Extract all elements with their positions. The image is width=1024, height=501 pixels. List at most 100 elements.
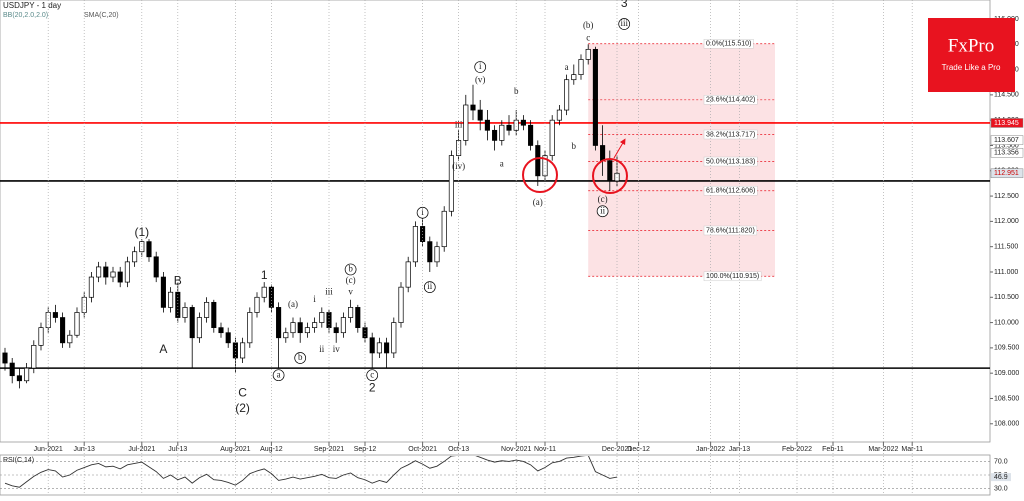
candle-body	[103, 266, 109, 278]
indicator-label: SMA(C,20)	[84, 12, 119, 19]
candle-body	[96, 266, 102, 278]
candle-body	[160, 276, 166, 308]
x-tick-label: Jun-13	[73, 446, 95, 453]
wave-label: (a)	[288, 299, 298, 309]
candle-body	[240, 342, 246, 359]
x-tick-label: Feb-11	[822, 446, 844, 453]
annotation-circle	[423, 281, 436, 294]
candle-body	[513, 119, 519, 131]
candle-body	[427, 241, 433, 263]
annotation-circle	[344, 263, 357, 276]
rsi-marker	[991, 473, 1011, 482]
x-tick-label: Nov-11	[534, 446, 556, 453]
annotation-circle	[416, 206, 429, 219]
candle-body	[31, 345, 37, 369]
candle-body	[182, 307, 188, 318]
candle-body	[578, 59, 584, 75]
wave-label: (a)	[533, 197, 543, 207]
wave-label: (2)	[235, 401, 250, 415]
y-tick-label: 110.500	[994, 294, 1019, 301]
fib-label: 100.0%(110.915)	[706, 273, 759, 280]
x-tick-label: Dec-2021	[602, 446, 632, 453]
candle-body	[477, 109, 483, 121]
wave-label: i	[479, 61, 482, 71]
x-tick-label: Jan-13	[729, 446, 751, 453]
x-tick-label: Aug-12	[260, 446, 283, 453]
annotation-circle	[294, 352, 307, 364]
candle-body	[520, 119, 526, 126]
candle-body	[376, 342, 382, 354]
candle-body	[564, 79, 570, 111]
wave-label: B	[174, 273, 182, 287]
candle-body	[9, 362, 15, 377]
wave-label: b	[572, 141, 577, 151]
y-tick-label: 109.000	[994, 370, 1019, 377]
candle-body	[254, 296, 260, 313]
price-marker	[990, 135, 1024, 145]
candle-body	[463, 104, 469, 141]
x-tick-label: Mar-11	[901, 446, 923, 453]
wave-label: ii	[319, 344, 325, 354]
wave-label: (v)	[475, 74, 486, 84]
rsi-title: RSI(C,14)	[3, 457, 34, 464]
rsi-tick-label: 70.0	[994, 458, 1008, 465]
wave-label: C	[238, 386, 247, 400]
candle-body	[16, 375, 22, 382]
candle-body	[484, 119, 490, 131]
fib-label-bg	[703, 95, 758, 105]
fib-label-bg	[703, 271, 762, 282]
x-tick-label: Jul-13	[168, 446, 187, 453]
candle-body	[146, 241, 152, 258]
y-tick-label: 109.500	[994, 345, 1019, 352]
candle-body	[549, 119, 555, 156]
wave-label: iii	[620, 18, 628, 28]
candle-body	[333, 327, 339, 334]
candle-body	[384, 342, 390, 354]
rsi-tick-label: 30.0	[994, 485, 1008, 492]
candle-body	[81, 296, 87, 313]
candle-body	[124, 261, 130, 283]
candle-body	[88, 276, 94, 298]
candle-body	[110, 271, 116, 278]
candle-body	[283, 332, 289, 339]
candle-body	[175, 291, 181, 318]
candle-body	[441, 210, 447, 248]
candle-body	[196, 317, 202, 339]
annotation-circle	[618, 18, 631, 30]
wave-label: v	[348, 286, 353, 296]
rsi-pane	[0, 456, 990, 489]
wave-label: A	[159, 342, 167, 356]
logo	[928, 18, 1015, 92]
wave-label: b	[348, 264, 353, 274]
candle-body	[204, 301, 210, 318]
price-marker-label: 113.356	[994, 150, 1019, 157]
wave-label: ii	[600, 205, 606, 215]
wave-label: c	[586, 32, 590, 42]
fib-label-bg	[703, 129, 758, 140]
wave-label: i	[421, 207, 424, 217]
arrow	[613, 138, 626, 159]
y-tick-label: 111.500	[994, 244, 1018, 251]
candle-body	[189, 307, 195, 339]
wave-label: i	[313, 294, 316, 304]
candle-body	[312, 322, 318, 328]
candle-body	[2, 352, 8, 364]
candle-body	[355, 307, 361, 328]
wave-label: 3	[621, 0, 628, 10]
wave-label: 2	[369, 381, 376, 395]
highlight-circle	[592, 158, 628, 194]
candle-body	[499, 124, 505, 141]
candle-body	[52, 312, 58, 318]
candle-body	[276, 307, 282, 339]
candle-body	[448, 155, 454, 212]
candle-body	[211, 301, 217, 328]
x-tick-label: Feb-2022	[782, 446, 812, 453]
y-tick-label: 112.000	[994, 218, 1019, 225]
candle-body	[225, 332, 231, 344]
wave-label: iii	[455, 119, 463, 129]
fib-label: 50.0%(113.183)	[706, 158, 755, 165]
x-tick-label: Oct-2021	[408, 446, 437, 453]
annotation-circle	[596, 205, 609, 218]
y-tick-label: 111.000	[994, 269, 1018, 276]
